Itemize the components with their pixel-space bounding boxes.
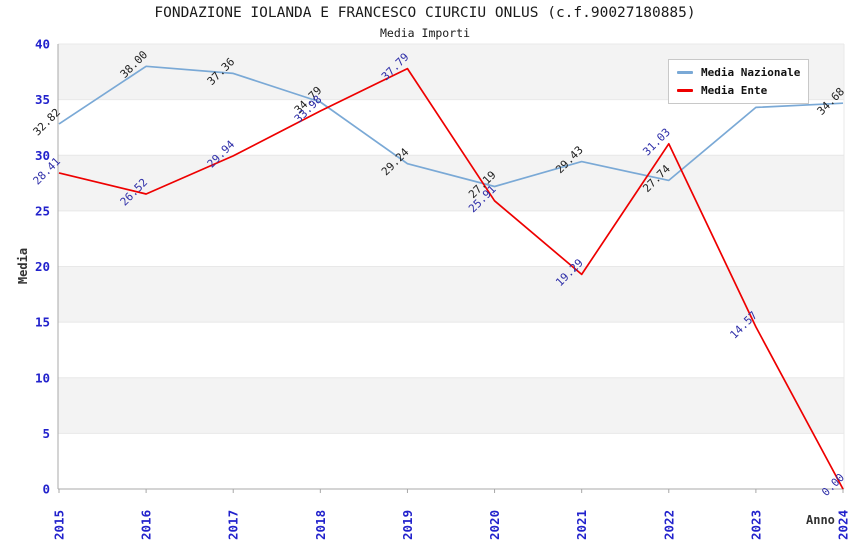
y-tick-label: 30 xyxy=(35,148,50,163)
x-tick-label: 2022 xyxy=(661,510,676,540)
y-tick-label: 40 xyxy=(35,37,50,52)
legend: Media Nazionale Media Ente xyxy=(668,59,809,104)
grid-band xyxy=(58,266,844,323)
x-tick-label: 2015 xyxy=(52,510,67,540)
y-tick-label: 5 xyxy=(42,426,50,441)
legend-swatch-icon xyxy=(677,71,693,74)
legend-item-media-nazionale: Media Nazionale xyxy=(677,66,800,79)
x-tick-label: 2021 xyxy=(574,510,589,540)
x-tick-label: 2024 xyxy=(836,510,850,540)
x-tick-label: 2020 xyxy=(487,510,502,540)
grid-band xyxy=(58,377,844,434)
series-line-media-nazionale xyxy=(58,65,844,188)
y-tick-label: 15 xyxy=(35,315,50,330)
y-tick-label: 25 xyxy=(35,203,50,218)
x-tick-label: 2018 xyxy=(313,510,328,540)
y-tick-label: 0 xyxy=(42,482,50,497)
y-tick-label: 20 xyxy=(35,259,50,274)
y-tick-label: 10 xyxy=(35,370,50,385)
grid-band xyxy=(58,155,844,211)
legend-item-media-ente: Media Ente xyxy=(677,84,800,97)
chart-subtitle: Media Importi xyxy=(379,26,470,40)
point-label: 31.03 xyxy=(640,126,673,159)
legend-label: Media Ente xyxy=(701,84,768,97)
y-tick-label: 35 xyxy=(35,92,50,107)
legend-swatch-icon xyxy=(677,89,693,92)
legend-label: Media Nazionale xyxy=(701,66,801,79)
series-line-media-ente xyxy=(58,67,844,490)
point-label: 0.00 xyxy=(819,471,847,499)
chart-title: FONDAZIONE IOLANDA E FRANCESCO CIURCIU O… xyxy=(154,5,696,21)
x-tick-label: 2017 xyxy=(226,510,241,540)
x-tick-label: 2016 xyxy=(139,510,154,540)
x-tick-label: 2023 xyxy=(748,510,763,540)
y-axis-title: Media xyxy=(16,248,30,284)
x-axis-title: Anno xyxy=(806,513,835,527)
x-tick-label: 2019 xyxy=(400,510,415,540)
